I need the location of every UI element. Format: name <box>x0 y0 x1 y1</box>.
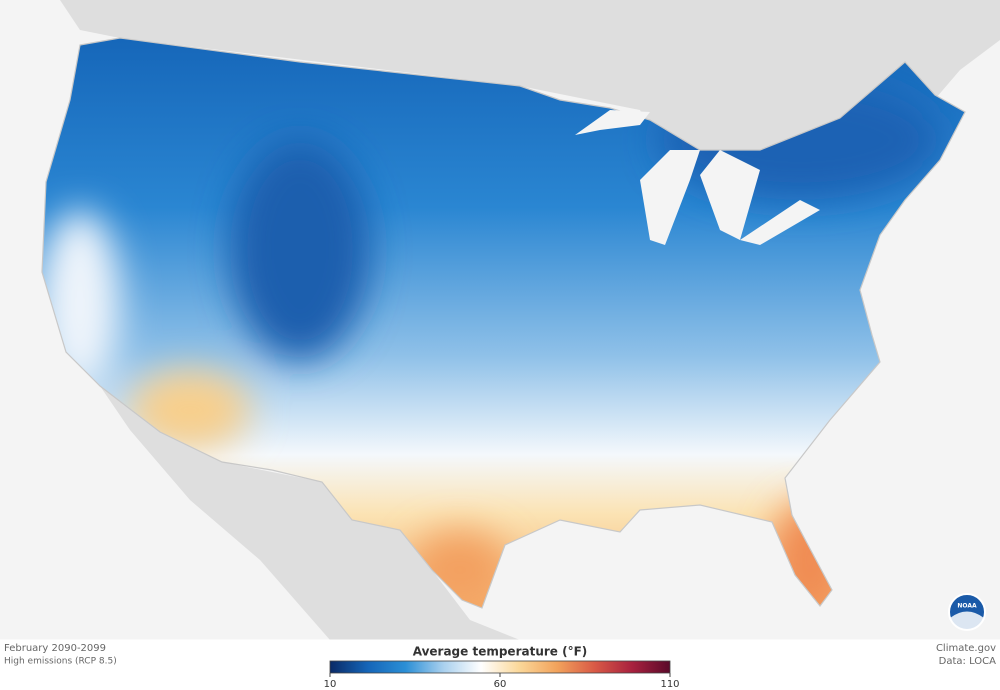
cold-rockies <box>230 140 370 360</box>
colorbar-tick-label: 60 <box>494 679 507 690</box>
warm-desert <box>130 370 250 450</box>
colorbar-tick-label: 110 <box>660 679 679 690</box>
noaa-text: NOAA <box>957 603 977 610</box>
scenario: High emissions (RCP 8.5) <box>4 657 117 667</box>
great-lakes <box>575 110 820 245</box>
credit: Climate.gov <box>936 643 996 654</box>
legend-title: Average temperature (°F) <box>413 645 588 659</box>
caption: February 2090-2099 <box>4 643 106 654</box>
source: Data: LOCA <box>939 656 996 667</box>
colorbar <box>329 660 671 674</box>
mexico <box>100 386 520 640</box>
colorbar-tick-label: 10 <box>324 679 337 690</box>
noaa-wave <box>950 611 984 631</box>
